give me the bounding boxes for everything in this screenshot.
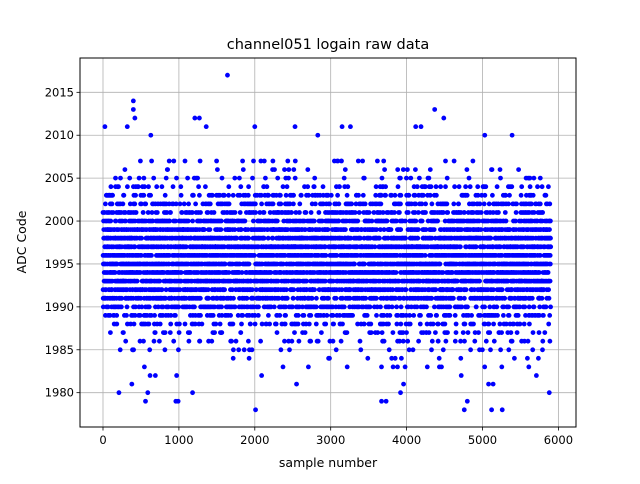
data-point bbox=[441, 115, 447, 121]
plot-frame bbox=[79, 57, 577, 428]
data-point bbox=[461, 407, 467, 413]
data-point-cloud bbox=[100, 158, 554, 370]
data-point bbox=[315, 132, 321, 138]
data-point bbox=[294, 381, 299, 387]
data-point bbox=[132, 115, 138, 121]
data-point bbox=[190, 390, 195, 396]
y-tick-label: 2015 bbox=[45, 85, 74, 99]
data-point bbox=[143, 398, 148, 404]
data-point bbox=[348, 124, 353, 130]
data-point bbox=[546, 390, 552, 396]
data-point bbox=[432, 107, 438, 112]
data-point bbox=[203, 124, 209, 130]
chart-title: channel051 logain raw data bbox=[227, 37, 429, 53]
data-point bbox=[339, 124, 345, 130]
x-tick-label: 2000 bbox=[240, 433, 269, 447]
data-point bbox=[259, 373, 265, 378]
data-point bbox=[482, 132, 488, 138]
y-tick-label: 2005 bbox=[45, 171, 74, 185]
x-tick-label: 5000 bbox=[468, 433, 497, 447]
x-tick-label: 3000 bbox=[316, 433, 345, 447]
axis-ticks: 0 1000 2000 3000 4000 5000 6000 1980 1985 1990 199… bbox=[45, 85, 573, 447]
data-point bbox=[509, 132, 515, 138]
data-point bbox=[533, 373, 539, 378]
data-point bbox=[398, 390, 403, 396]
data-point bbox=[145, 390, 151, 396]
y-axis-label: ADC Code bbox=[14, 210, 29, 273]
y-tick-label: 1985 bbox=[45, 343, 74, 357]
data-point bbox=[413, 124, 419, 130]
data-point bbox=[130, 107, 136, 112]
x-tick-label: 0 bbox=[99, 433, 106, 447]
data-point bbox=[124, 124, 130, 130]
x-tick-label: 6000 bbox=[544, 433, 573, 447]
data-point bbox=[173, 398, 179, 404]
data-point bbox=[383, 398, 389, 404]
data-point bbox=[401, 381, 406, 387]
data-point bbox=[196, 115, 202, 121]
data-point bbox=[418, 124, 424, 130]
data-point bbox=[489, 407, 495, 413]
y-tick-label: 1980 bbox=[45, 386, 74, 400]
y-tick-label: 2010 bbox=[45, 128, 74, 142]
x-tick-label: 4000 bbox=[392, 433, 421, 447]
data-point bbox=[174, 373, 180, 378]
data-point bbox=[464, 398, 470, 404]
data-point bbox=[486, 381, 491, 387]
data-point bbox=[253, 407, 258, 413]
y-tick-label: 2000 bbox=[45, 214, 74, 228]
y-tick-label: 1995 bbox=[45, 257, 74, 271]
y-tick-label: 1990 bbox=[45, 300, 74, 314]
data-point bbox=[225, 72, 230, 78]
data-point bbox=[292, 124, 298, 130]
data-point bbox=[252, 124, 258, 130]
x-axis-label: sample number bbox=[279, 455, 378, 470]
data-point bbox=[192, 115, 198, 121]
data-point bbox=[130, 98, 136, 104]
data-point bbox=[490, 381, 496, 387]
data-point bbox=[147, 373, 153, 378]
x-tick-label: 1000 bbox=[164, 433, 193, 447]
data-point bbox=[152, 373, 158, 378]
data-point bbox=[499, 407, 505, 413]
data-point bbox=[458, 373, 464, 378]
data-point bbox=[102, 124, 108, 130]
grid bbox=[80, 58, 576, 427]
data-point bbox=[116, 390, 122, 396]
data-points bbox=[100, 72, 554, 413]
data-point bbox=[379, 398, 384, 404]
data-point bbox=[129, 381, 135, 387]
data-point bbox=[148, 132, 154, 138]
